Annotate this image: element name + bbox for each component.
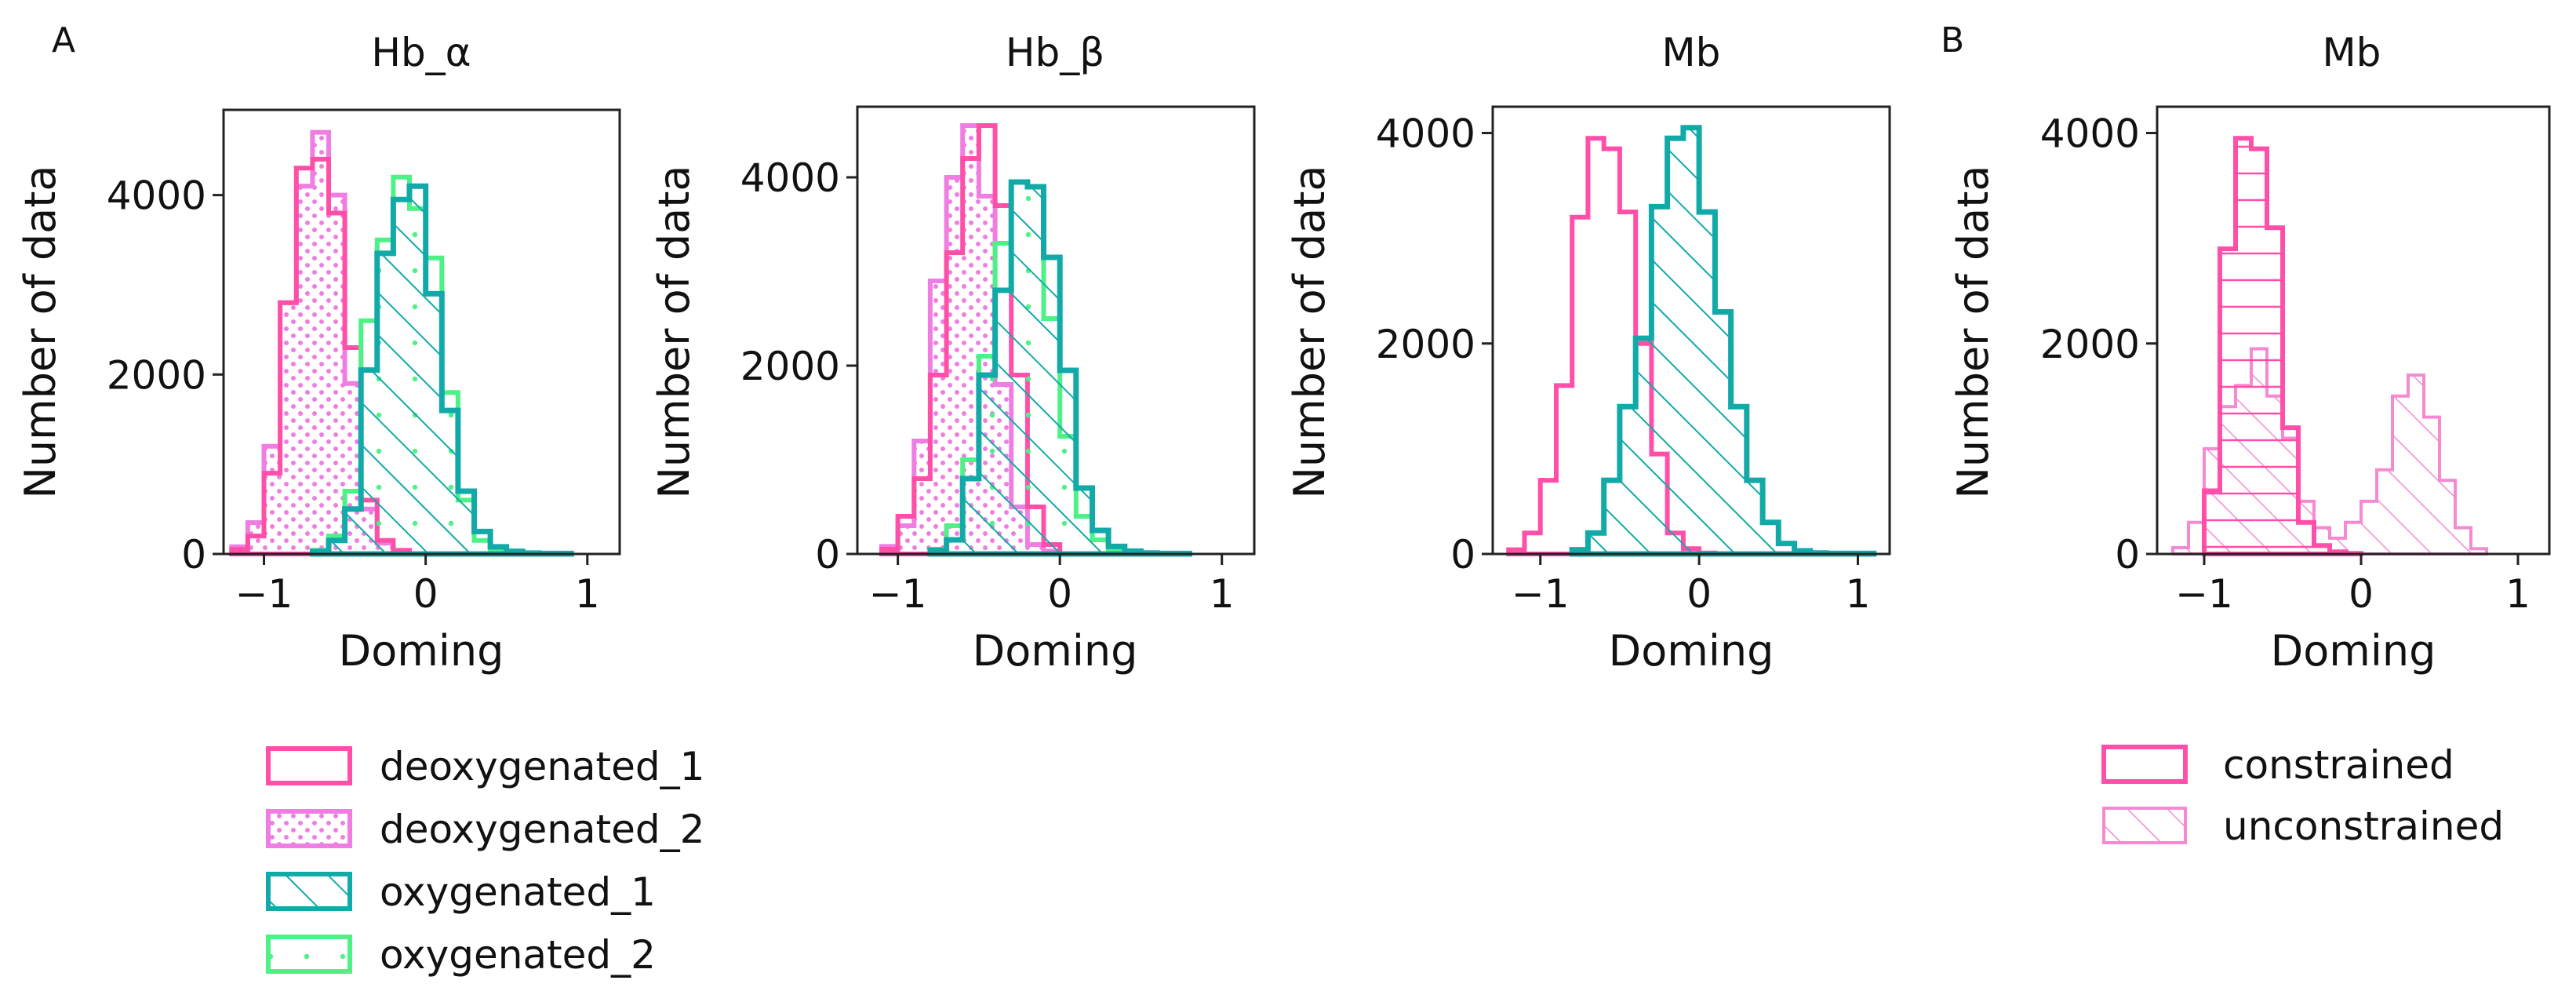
x-tick-label: 0 <box>1047 571 1072 617</box>
y-axis-label: Number of data <box>1285 166 1334 499</box>
legend-item: unconstrained <box>2102 803 2504 849</box>
y-tick-label: 2000 <box>2040 322 2140 367</box>
x-tick-label: 1 <box>1210 571 1235 617</box>
x-tick-label: 0 <box>413 571 438 617</box>
plot-frame <box>2156 105 2551 556</box>
legend-label: deoxygenated_1 <box>380 744 704 789</box>
x-tick-label: −1 <box>2175 571 2233 617</box>
plot-frame <box>222 108 621 556</box>
x-tick-label: 0 <box>1686 571 1712 617</box>
axis-ticks: −1 0 1 0 2000 4000 <box>107 173 600 617</box>
y-tick-label: 0 <box>2115 532 2140 578</box>
legend-swatch-deoxygenated-1 <box>266 746 352 785</box>
x-tick-label: 0 <box>2349 571 2374 617</box>
chart-title: Hb_β <box>1006 30 1104 75</box>
legend-b: constrained unconstrained <box>2101 742 2504 849</box>
chart-mb-constrained: Mb −1 0 1 0 2000 4000 Doming Number of data <box>1948 30 2551 676</box>
legend-label: oxygenated_1 <box>380 869 656 915</box>
plot-frame <box>856 105 1256 556</box>
histogram-series-constrained <box>2202 136 2363 556</box>
y-tick-label: 2000 <box>1376 322 1475 367</box>
plot-frame <box>1491 105 1891 556</box>
y-axis-label: Number of data <box>16 166 65 499</box>
chart-title: Hb_α <box>371 30 471 75</box>
legend-swatch-constrained <box>2101 745 2188 784</box>
x-tick-label: −1 <box>235 571 293 617</box>
chart-hb-beta: Hb_β −1 0 1 0 2000 4000 Doming Number of data <box>649 30 1256 676</box>
x-axis-label: Doming <box>973 626 1138 676</box>
x-tick-label: 1 <box>2505 571 2531 617</box>
y-axis-label: Number of data <box>1948 166 1998 499</box>
histogram-series-oxygenated-1 <box>1569 125 1877 557</box>
plot-area <box>229 129 574 557</box>
legend-item: deoxygenated_2 <box>266 807 704 852</box>
legend-label: constrained <box>2223 742 2454 788</box>
legend-swatch-unconstrained <box>2102 807 2187 844</box>
chart-title: Mb <box>1662 30 1721 75</box>
y-tick-label: 4000 <box>740 155 840 201</box>
legend-a: deoxygenated_1 deoxygenated_2 oxygenated… <box>266 744 704 978</box>
x-axis-label: Doming <box>339 626 504 676</box>
y-tick-label: 0 <box>1450 532 1475 578</box>
axis-ticks: −1 0 1 0 2000 4000 <box>1376 111 1871 617</box>
legend-label: deoxygenated_2 <box>380 807 704 852</box>
y-tick-label: 4000 <box>1376 111 1475 157</box>
x-tick-label: −1 <box>869 571 927 617</box>
legend-item: deoxygenated_1 <box>266 744 704 789</box>
legend-item: oxygenated_1 <box>266 869 656 915</box>
legend-swatch-oxygenated-1 <box>266 872 352 911</box>
y-axis-label: Number of data <box>649 166 699 499</box>
x-tick-label: −1 <box>1512 571 1570 617</box>
axis-ticks: −1 0 1 0 2000 4000 <box>740 155 1235 617</box>
y-tick-label: 2000 <box>740 344 840 389</box>
y-tick-label: 4000 <box>107 173 206 219</box>
legend-label: unconstrained <box>2223 803 2504 849</box>
y-tick-label: 0 <box>181 532 206 578</box>
legend-label: oxygenated_2 <box>380 932 656 978</box>
x-axis-label: Doming <box>2271 626 2436 676</box>
chart-title: Mb <box>2323 30 2381 75</box>
chart-hb-alpha: Hb_α −1 0 1 0 2000 4000 Doming Number of data <box>16 30 621 676</box>
panel-label-b: B <box>1941 20 1964 60</box>
x-tick-label: 1 <box>1846 571 1871 617</box>
legend-swatch-deoxygenated-2 <box>266 809 352 848</box>
y-tick-label: 4000 <box>2040 111 2140 157</box>
y-tick-label: 2000 <box>107 352 206 398</box>
plot-area <box>1506 125 1877 557</box>
axis-ticks: −1 0 1 0 2000 4000 <box>2040 111 2531 617</box>
x-tick-label: 1 <box>575 571 600 617</box>
legend-item: constrained <box>2101 742 2454 788</box>
plot-area <box>879 123 1192 557</box>
panel-label-a: A <box>52 20 75 60</box>
legend-item: oxygenated_2 <box>266 932 656 978</box>
y-tick-label: 0 <box>815 532 840 578</box>
plot-area <box>2171 136 2488 556</box>
x-axis-label: Doming <box>1609 626 1774 676</box>
chart-mb: Mb −1 0 1 0 2000 4000 Doming Number of data <box>1285 30 1891 676</box>
legend-swatch-oxygenated-2 <box>266 935 352 974</box>
